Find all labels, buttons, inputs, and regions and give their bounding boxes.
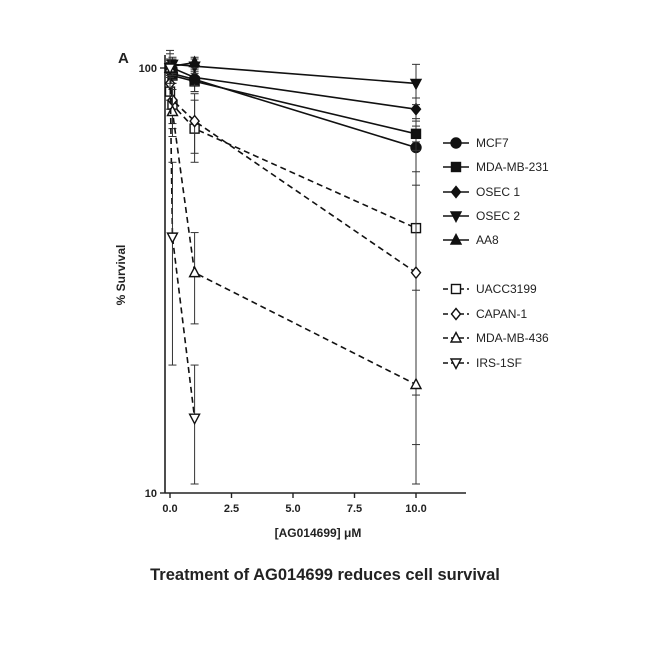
data-point	[163, 63, 177, 76]
data-point	[410, 266, 422, 280]
legend-marker	[449, 232, 463, 245]
axes: 0.0 2.5 5.0 7.5 10.0 10 100	[139, 55, 466, 515]
legend-item: AA8	[443, 232, 499, 247]
figure-caption: Treatment of AG014699 reduces cell survi…	[150, 566, 500, 584]
x-tick-label: 10.0	[405, 503, 426, 515]
series-line	[169, 63, 417, 85]
legend-item: UACC3199	[443, 282, 537, 296]
data-point	[188, 413, 201, 426]
series-osec-1	[164, 61, 422, 122]
data-point	[188, 55, 201, 68]
legend-marker	[450, 161, 462, 173]
data-point	[410, 102, 422, 116]
legend-marker	[450, 307, 462, 321]
data-point	[188, 265, 201, 278]
legend-label: MDA-MB-231	[476, 160, 549, 174]
series-irs-1sf	[163, 49, 201, 485]
legend-label: MCF7	[476, 136, 509, 150]
y-tick-label: 10	[145, 488, 157, 500]
legend-label: UACC3199	[476, 282, 537, 296]
legend-item: MCF7	[443, 136, 509, 150]
data-point	[189, 70, 201, 85]
legend-marker	[450, 137, 462, 149]
series-line	[169, 91, 417, 229]
legend-label: OSEC 2	[476, 209, 520, 223]
legend: MCF7 MDA-MB-231 OSEC 1 OSEC 2 AA8 UACC3199 CAP…	[443, 136, 549, 371]
legend-marker	[450, 283, 462, 295]
legend-marker	[450, 185, 462, 199]
legend-item: OSEC 1	[443, 185, 520, 199]
x-tick-label: 0.0	[162, 503, 177, 515]
x-tick-label: 5.0	[285, 503, 300, 515]
series-capan-1	[164, 67, 422, 446]
legend-item: CAPAN-1	[443, 307, 527, 321]
panel-letter: A	[118, 50, 129, 67]
legend-label: MDA-MB-436	[476, 331, 549, 345]
y-axis-title: % Survival	[114, 245, 128, 306]
series-uacc3199	[164, 75, 422, 396]
data-point	[189, 114, 201, 128]
legend-label: CAPAN-1	[476, 307, 527, 321]
y-tick-label: 100	[139, 63, 157, 75]
legend-marker	[449, 211, 463, 224]
legend-label: AA8	[476, 233, 499, 247]
data-point	[409, 377, 423, 390]
legend-marker	[449, 358, 463, 371]
x-axis-title: [AG014699] μM	[275, 526, 362, 540]
plot-area	[163, 49, 423, 485]
legend-item: OSEC 2	[443, 209, 520, 224]
series-line	[169, 83, 417, 274]
legend-item: MDA-MB-231	[443, 160, 549, 174]
x-tick-label: 2.5	[224, 503, 239, 515]
series-mda-mb-436	[163, 53, 423, 485]
data-point	[409, 78, 423, 91]
x-tick-label: 7.5	[347, 503, 362, 515]
series-line	[169, 67, 417, 386]
data-point	[410, 128, 422, 140]
legend-item: MDA-MB-436	[443, 330, 549, 345]
legend-label: IRS-1SF	[476, 356, 522, 370]
legend-label: OSEC 1	[476, 185, 520, 199]
series-line	[169, 67, 196, 419]
legend-marker	[449, 330, 463, 343]
series-mcf7	[164, 60, 422, 173]
data-point	[166, 232, 179, 245]
legend-item: IRS-1SF	[443, 356, 522, 371]
series-line	[169, 67, 417, 135]
